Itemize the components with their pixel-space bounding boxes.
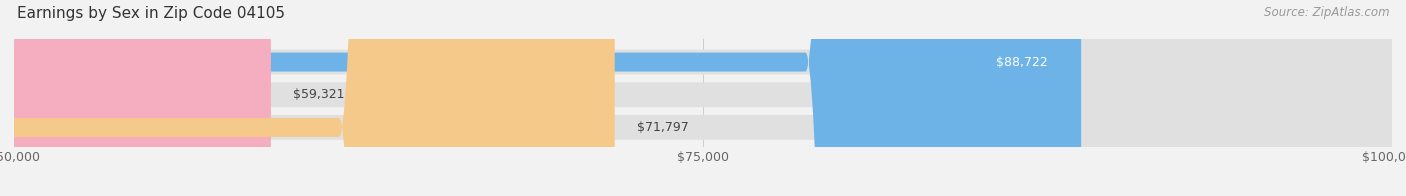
FancyBboxPatch shape	[0, 0, 614, 196]
Text: $59,321: $59,321	[292, 88, 344, 101]
Text: Earnings by Sex in Zip Code 04105: Earnings by Sex in Zip Code 04105	[17, 6, 285, 21]
Text: $71,797: $71,797	[637, 121, 689, 134]
FancyBboxPatch shape	[0, 0, 1081, 196]
Text: $88,722: $88,722	[997, 56, 1047, 69]
Text: Source: ZipAtlas.com: Source: ZipAtlas.com	[1264, 6, 1389, 19]
FancyBboxPatch shape	[0, 0, 271, 196]
